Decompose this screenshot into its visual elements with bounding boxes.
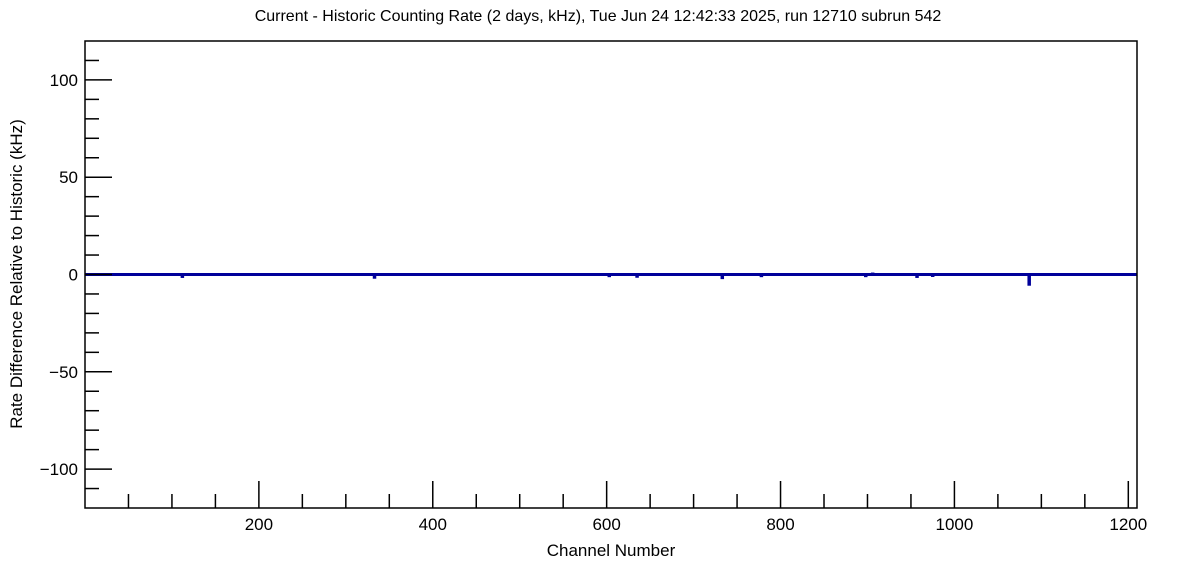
y-tick-label: 100 <box>50 71 78 90</box>
x-tick-label: 200 <box>245 515 273 534</box>
y-tick-label: 0 <box>69 266 78 285</box>
histogram-spike <box>560 273 565 276</box>
x-tick-label: 400 <box>419 515 447 534</box>
histogram-spike <box>720 274 725 280</box>
chart-title: Current - Historic Counting Rate (2 days… <box>254 8 942 25</box>
histogram-spike <box>930 274 935 277</box>
histogram-spike <box>863 274 868 278</box>
histogram-spike <box>244 273 249 276</box>
y-tick-label: −100 <box>40 460 78 479</box>
histogram-spike <box>915 274 919 278</box>
histogram-spike <box>607 274 612 278</box>
histogram-spike <box>466 273 471 276</box>
x-tick-label: 1000 <box>936 515 974 534</box>
histogram-spike <box>759 274 764 278</box>
histogram-spike <box>983 273 987 276</box>
histogram-spike <box>870 272 875 276</box>
x-axis-title: Channel Number <box>546 541 676 560</box>
x-tick-label: 600 <box>592 515 620 534</box>
histogram-spike <box>1027 274 1031 286</box>
histogram-spike <box>635 274 639 278</box>
x-tick-label: 800 <box>766 515 794 534</box>
y-axis-title: Rate Difference Relative to Historic (kH… <box>7 119 26 429</box>
histogram-spike <box>180 274 185 278</box>
y-tick-label: −50 <box>49 363 78 382</box>
x-tick-label: 1200 <box>1109 515 1147 534</box>
y-tick-label: 50 <box>59 168 78 187</box>
histogram-spike <box>372 274 377 279</box>
